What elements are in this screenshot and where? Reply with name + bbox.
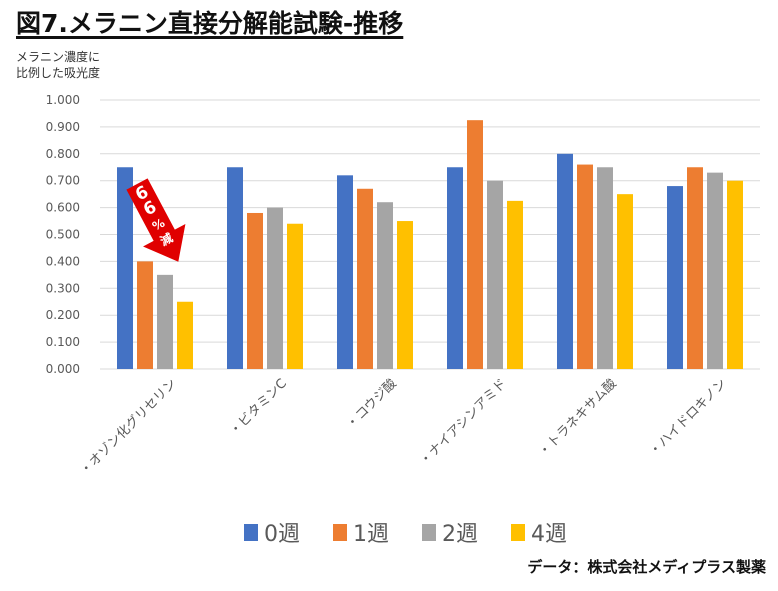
bar-0週-4	[557, 153, 573, 369]
y-tick-label: 0.400	[46, 254, 80, 268]
y-tick-label: 0.800	[46, 147, 80, 161]
bar-2週-3	[487, 180, 503, 369]
x-tick-label: ・コウジ酸	[344, 376, 400, 432]
bar-2週-2	[377, 202, 393, 369]
legend-label: 0週	[264, 522, 300, 547]
bar-1週-1	[247, 212, 263, 369]
bar-0週-3	[447, 167, 463, 369]
y-tick-label: 0.600	[46, 201, 80, 215]
bar-2週-4	[597, 167, 613, 369]
bar-4週-5	[727, 180, 743, 369]
y-tick-label: 0.200	[46, 308, 80, 322]
bar-0週-2	[337, 175, 353, 369]
bar-2週-1	[267, 207, 283, 369]
y-tick-label: 1.000	[46, 93, 80, 107]
x-tick-label: ・ナイアシンアミド	[417, 376, 510, 469]
legend-swatch	[511, 524, 525, 541]
bar-0週-5	[667, 186, 683, 369]
legend-label: 2週	[442, 522, 478, 547]
bar-4週-4	[617, 194, 633, 369]
bar-4週-3	[507, 200, 523, 369]
chart-title: 図7.メラニン直接分解能試験-推移	[16, 9, 404, 38]
x-tick-label: ・トラネキサム酸	[536, 376, 620, 460]
legend-swatch	[422, 524, 436, 541]
y-axis-label-line2: 比例した吸光度	[16, 66, 101, 80]
bar-4週-0	[177, 301, 193, 369]
y-axis-label-line1: メラニン濃度に	[16, 50, 101, 64]
bar-1週-4	[577, 164, 593, 369]
arrow-shape	[126, 178, 186, 262]
data-credit: データ：株式会社メディプラス製薬	[527, 558, 766, 576]
y-tick-label: 0.300	[46, 281, 80, 295]
bar-1週-5	[687, 167, 703, 369]
x-tick-label: ・ハイドロキノン	[647, 376, 730, 459]
legend-swatch	[244, 524, 258, 541]
legend-label: 1週	[353, 522, 389, 547]
annotation-text: %	[150, 216, 167, 234]
y-tick-label: 0.500	[46, 228, 80, 242]
y-tick-label: 0.100	[46, 335, 80, 349]
bar-2週-0	[157, 274, 173, 369]
x-tick-label: ・ビタミンC	[227, 376, 290, 439]
bar-0週-1	[227, 167, 243, 369]
bar-4週-1	[287, 223, 303, 369]
legend-swatch	[333, 524, 347, 541]
y-tick-label: 0.700	[46, 174, 80, 188]
y-tick-label: 0.000	[46, 362, 80, 376]
bar-0週-0	[117, 167, 133, 369]
bar-1週-0	[137, 261, 153, 369]
legend-label: 4週	[531, 522, 567, 547]
decrease-arrow: 66%減	[126, 178, 186, 262]
y-tick-label: 0.900	[46, 120, 80, 134]
x-tick-label: ・オゾン化グリセリン	[77, 376, 180, 479]
bar-4週-2	[397, 221, 413, 369]
bar-1週-3	[467, 120, 483, 369]
bar-1週-2	[357, 188, 373, 369]
bar-2週-5	[707, 172, 723, 369]
